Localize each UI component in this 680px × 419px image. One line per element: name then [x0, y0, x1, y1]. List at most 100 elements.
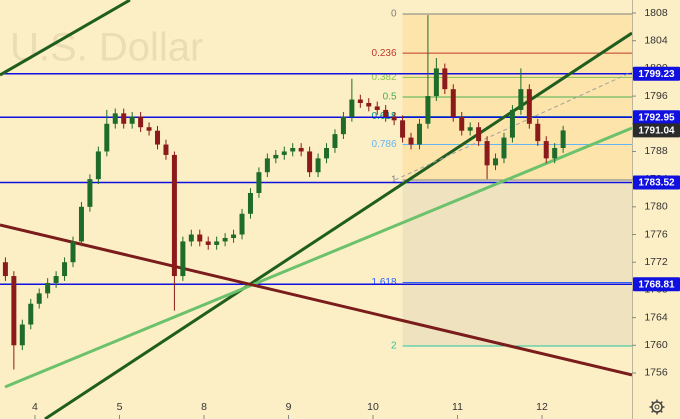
candle-body	[408, 137, 414, 145]
candle-body	[374, 106, 380, 110]
price-label-box	[633, 66, 680, 81]
candle-body	[501, 137, 507, 159]
candle-body	[518, 89, 524, 110]
candle-body	[357, 99, 363, 104]
candle-body	[366, 103, 372, 107]
candle-body	[509, 109, 515, 138]
candle-body	[476, 127, 482, 142]
trend-line	[0, 223, 632, 377]
candle-body	[307, 151, 313, 173]
fib-label: 0.382	[372, 72, 397, 83]
trend-line	[0, 0, 131, 77]
y-tick-label: 1760	[644, 339, 668, 351]
candle-body	[214, 241, 220, 245]
candle-body	[70, 241, 76, 263]
price-label: 1783.52	[638, 178, 675, 189]
candle-body	[543, 141, 549, 159]
candle-body	[298, 147, 304, 152]
candle-body	[332, 134, 338, 148]
fib-zone	[402, 179, 632, 346]
candle-body	[391, 116, 397, 121]
watermark: U.S. Dollar	[10, 26, 203, 70]
candle-body	[2, 262, 8, 277]
x-tick-label: 8	[201, 401, 207, 413]
candle-body	[222, 237, 228, 242]
price-label-box	[633, 277, 680, 292]
candle-body	[104, 123, 110, 152]
candle-body	[425, 96, 431, 124]
candle-body	[535, 123, 541, 142]
candle-body	[383, 109, 389, 117]
price-label-box	[633, 175, 680, 190]
candle-body	[19, 324, 25, 346]
x-tick-label: 9	[286, 401, 292, 413]
y-tick-label: 1772	[644, 256, 668, 268]
y-tick-label: 1780	[644, 201, 668, 213]
price-label-box	[633, 123, 680, 138]
candle-body	[112, 113, 118, 124]
fib-label: 0	[391, 9, 397, 20]
y-tick-label: 1808	[644, 7, 668, 19]
candle-body	[526, 89, 532, 124]
candle-body	[552, 147, 558, 159]
candle-body	[129, 116, 135, 124]
price-label: 1799.23	[638, 69, 675, 80]
y-tick-label: 1796	[644, 90, 668, 102]
price-label: 1792.95	[638, 112, 675, 123]
candle-body	[247, 192, 253, 214]
candle-body	[340, 116, 346, 135]
x-tick-label: 4	[32, 401, 38, 413]
candle-body	[231, 234, 237, 238]
candle-body	[290, 147, 296, 152]
candle-body	[36, 293, 42, 304]
candle-body	[180, 241, 186, 277]
candle-body	[155, 130, 161, 145]
candle-body	[78, 206, 84, 242]
candle-body	[121, 113, 127, 124]
trend-line	[44, 31, 632, 419]
candle-body	[281, 151, 287, 155]
fib-label: 0.5	[383, 92, 397, 103]
trend-line	[4, 126, 632, 389]
candle-body	[87, 179, 93, 207]
candle-body	[273, 154, 279, 159]
candle-body	[442, 68, 448, 90]
candle-body	[450, 89, 456, 117]
candle-body	[484, 141, 490, 166]
candle-body	[433, 68, 439, 97]
y-tick-label: 1764	[644, 311, 668, 323]
candle-body	[256, 172, 262, 193]
price-label: 1768.81	[638, 279, 675, 290]
candle-body	[205, 241, 211, 245]
candle-body	[493, 158, 499, 166]
candle-body	[416, 123, 422, 145]
candle-body	[560, 130, 566, 148]
candle-body	[62, 262, 68, 277]
candle-body	[467, 127, 473, 131]
candle-body	[400, 120, 406, 138]
x-tick-label: 12	[536, 401, 548, 413]
x-tick-label: 11	[452, 401, 463, 413]
candle-body	[28, 303, 34, 325]
price-label-box	[633, 110, 680, 125]
candle-body	[163, 144, 169, 155]
axis: 1756176017641768177217761780178417881792…	[32, 7, 680, 419]
candle-body	[188, 234, 194, 242]
candle-body	[197, 234, 203, 242]
candle-body	[171, 154, 177, 277]
x-tick-label: 5	[117, 401, 123, 413]
y-tick-label: 1776	[644, 228, 668, 240]
candle-body	[239, 213, 245, 235]
x-tick-label: 10	[367, 401, 379, 413]
candle-body	[138, 116, 144, 128]
candle-body	[315, 158, 321, 173]
y-tick-label: 1788	[644, 145, 668, 157]
settings-icon[interactable]	[649, 399, 665, 415]
candle-body	[95, 151, 101, 180]
candle-body	[53, 276, 59, 283]
fib-label: 2	[391, 341, 397, 352]
fib-label: 1.618	[372, 277, 397, 288]
